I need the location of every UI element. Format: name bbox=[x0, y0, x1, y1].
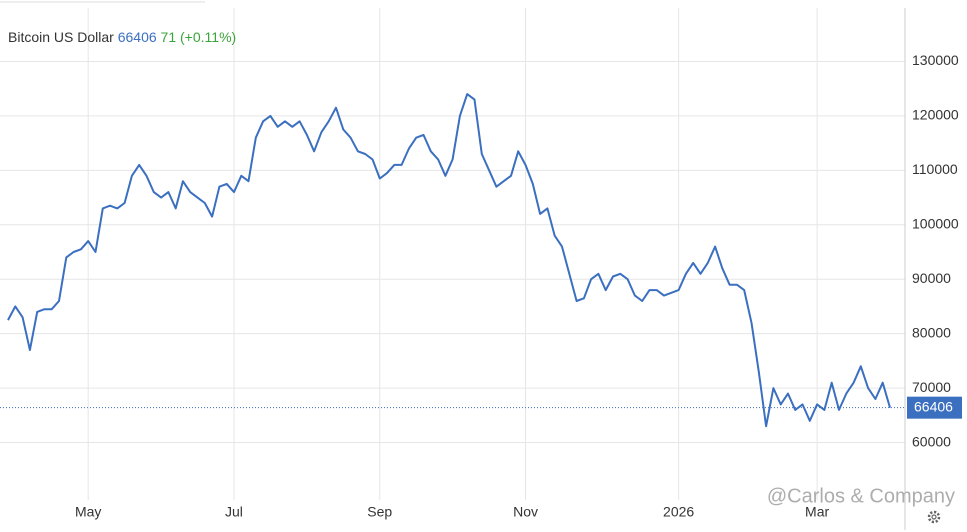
change-pct: (+0.11%) bbox=[180, 29, 236, 45]
x-tick-label: Sep bbox=[367, 504, 392, 520]
change: 71 bbox=[161, 29, 177, 45]
x-tick-label: Mar bbox=[805, 504, 829, 520]
x-tick-label: Jul bbox=[225, 504, 243, 520]
last-price-badge bbox=[907, 396, 962, 419]
header: Bitcoin US Dollar 66406 71 (+0.11%) bbox=[8, 29, 236, 45]
x-tick-label: May bbox=[75, 504, 101, 520]
title: Bitcoin US Dollar bbox=[8, 29, 114, 45]
y-tick-label: 130000 bbox=[912, 52, 959, 68]
price: 66406 bbox=[118, 29, 157, 45]
y-tick-label: 60000 bbox=[912, 433, 951, 449]
y-tick-label: 100000 bbox=[912, 215, 959, 231]
y-tick-label: 110000 bbox=[912, 161, 958, 177]
settings-icon[interactable] bbox=[927, 510, 941, 524]
y-tick-label: 70000 bbox=[912, 379, 951, 395]
last-price-label: 66406 bbox=[914, 398, 953, 414]
gear[interactable] bbox=[927, 510, 941, 524]
x-tick-label: Nov bbox=[513, 504, 538, 520]
y-tick-label: 120000 bbox=[912, 107, 959, 123]
x-tick-label: 2026 bbox=[663, 504, 694, 520]
y-tick-label: 80000 bbox=[912, 324, 951, 340]
y-tick-label: 90000 bbox=[912, 270, 951, 286]
price-line bbox=[7, 93, 891, 428]
gear-hole[interactable] bbox=[931, 514, 937, 520]
watermark: @Carlos & Company bbox=[767, 485, 955, 507]
